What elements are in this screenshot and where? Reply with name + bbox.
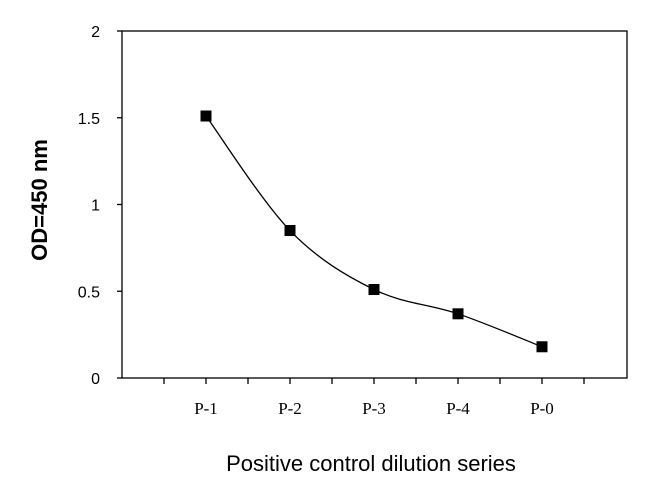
data-point-p-2 <box>284 225 296 237</box>
x-axis: P-1 P-2 P-3 P-4 P-0 <box>163 378 585 418</box>
y-tick-label: 2 <box>91 24 100 41</box>
y-tick-label: 1.5 <box>78 111 100 128</box>
x-tick-label: P-4 <box>446 399 470 418</box>
x-tick-label: P-3 <box>362 399 386 418</box>
x-tick-label: P-0 <box>530 399 554 418</box>
x-tick-label: P-1 <box>194 399 218 418</box>
data-point-p-3 <box>368 284 380 296</box>
y-tick-label: 1 <box>91 198 100 215</box>
plot-frame <box>121 30 628 379</box>
series-line <box>205 115 543 348</box>
x-axis-label: Positive control dilution series <box>226 451 516 476</box>
series-markers <box>200 110 548 353</box>
data-point-p-4 <box>452 308 464 320</box>
data-point-p-0 <box>536 341 548 353</box>
y-axis: 0 0.5 1 1.5 2 <box>78 24 122 388</box>
y-axis-label: OD=450 nm <box>27 139 52 261</box>
data-point-p-1 <box>200 110 212 122</box>
y-tick-label: 0.5 <box>78 284 100 301</box>
x-tick-label: P-2 <box>278 399 302 418</box>
y-tick-label: 0 <box>91 371 100 388</box>
